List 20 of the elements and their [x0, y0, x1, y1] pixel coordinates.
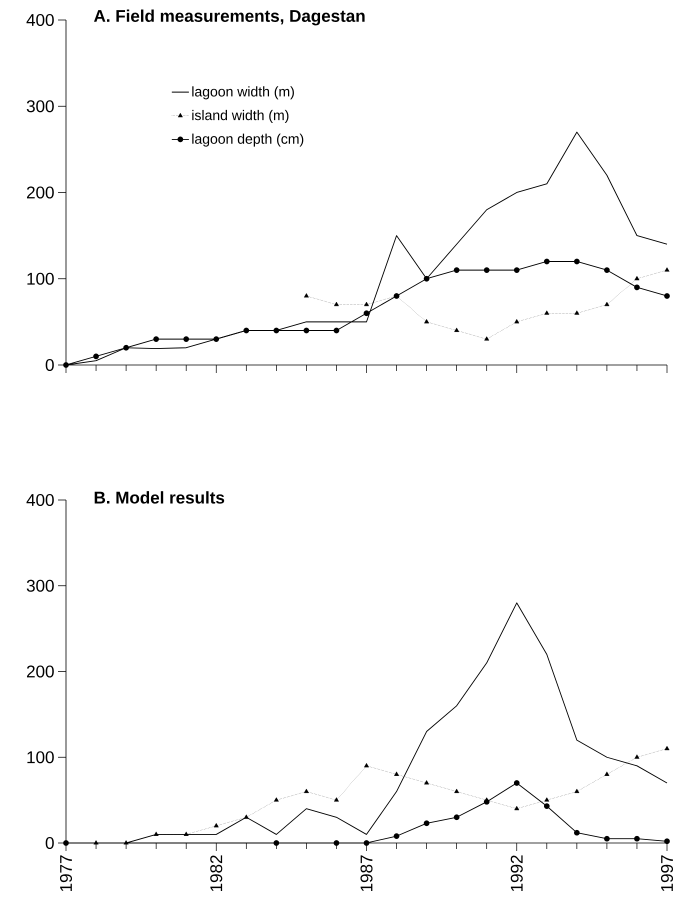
x-tick-label: 1997	[660, 855, 674, 892]
y-tick-label: 300	[26, 580, 54, 592]
chart-title: B. Model results	[94, 491, 224, 504]
y-tick-label: 0	[46, 836, 54, 850]
y-tick-label: 300	[26, 100, 54, 112]
chart-title: A. Field measurements, Dagestan	[94, 9, 365, 26]
y-tick-label: 400	[26, 14, 54, 26]
legend-label: island width (m)	[192, 110, 288, 123]
legend-label: lagoon depth (cm)	[192, 134, 304, 147]
x-tick-label: 1982	[210, 855, 222, 892]
x-tick-label: 1992	[510, 855, 523, 892]
y-tick-label: 0	[46, 358, 54, 372]
y-tick-label: 200	[26, 665, 54, 678]
y-tick-label: 400	[26, 494, 54, 506]
x-tick-label: 1977	[60, 855, 72, 892]
legend-label: lagoon width (m)	[192, 86, 294, 100]
x-tick-label: 1987	[360, 855, 373, 892]
y-tick-label: 200	[26, 186, 54, 199]
y-tick-label: 100	[27, 751, 54, 764]
y-tick-label: 100	[27, 272, 54, 285]
